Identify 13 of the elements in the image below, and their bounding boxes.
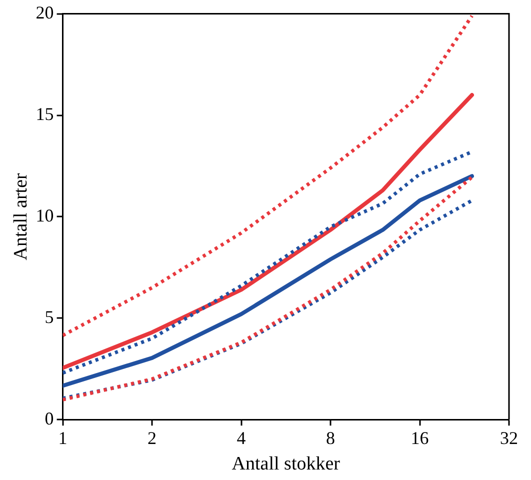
y-tick-label: 10 bbox=[36, 205, 54, 226]
y-tick-label: 5 bbox=[44, 306, 54, 327]
x-tick-label: 8 bbox=[326, 428, 336, 448]
x-tick-label: 16 bbox=[410, 428, 429, 448]
x-tick-label: 2 bbox=[148, 428, 157, 448]
y-axis-title: Antall arter bbox=[10, 172, 32, 260]
x-tick-label: 32 bbox=[500, 428, 518, 448]
y-tick-label: 20 bbox=[36, 2, 54, 23]
y-tick-label: 0 bbox=[44, 408, 54, 428]
x-axis-title: Antall stokker bbox=[232, 454, 341, 475]
y-tick-label: 15 bbox=[36, 104, 54, 124]
x-tick-label: 4 bbox=[236, 428, 246, 448]
x-tick-label: 1 bbox=[58, 428, 68, 448]
